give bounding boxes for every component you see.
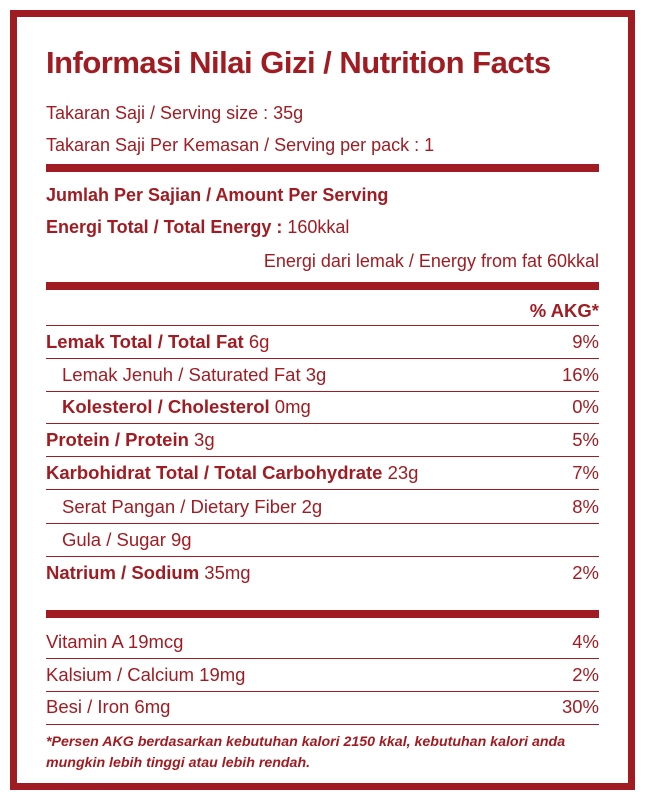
energy-from-fat: Energi dari lemak / Energy from fat 60kk… [263, 251, 599, 271]
total-energy-label: Energi Total / Total Energy : [46, 217, 283, 237]
nutrient-percent: 5% [572, 429, 599, 450]
divider-thin [46, 423, 599, 424]
nutrient-name: Gula / Sugar 9g [62, 529, 192, 550]
divider-thin [46, 691, 599, 692]
divider-thick [46, 282, 599, 290]
nutrient-name: Serat Pangan / Dietary Fiber 2g [62, 496, 323, 517]
nutrient-name: Protein / Protein [46, 429, 189, 450]
divider-thick [46, 164, 599, 172]
nutrient-amount: 35mg [199, 562, 251, 583]
divider-thin [46, 523, 599, 524]
vitamin-percent: 2% [572, 664, 599, 685]
nutrition-facts-panel: Informasi Nilai Gizi / Nutrition Facts T… [10, 10, 635, 790]
nutrient-row-saturated-fat: Lemak Jenuh / Saturated Fat 3g 16% [46, 362, 599, 388]
serving-size: Takaran Saji / Serving size : 35g [46, 103, 304, 123]
vitamin-percent: 4% [572, 631, 599, 652]
nutrient-percent: 2% [572, 562, 599, 583]
nutrient-amount: 0mg [269, 396, 311, 417]
vitamin-percent: 30% [561, 696, 599, 717]
panel-title: Informasi Nilai Gizi / Nutrition Facts [46, 45, 551, 80]
akg-header: % AKG* [529, 300, 599, 321]
total-energy-value: 160kkal [282, 217, 350, 237]
nutrient-name: Natrium / Sodium [46, 562, 200, 583]
vitamin-row-iron: Besi / Iron 6mg 30% [46, 694, 599, 720]
vitamin-name: Besi / Iron 6mg [46, 696, 171, 717]
nutrient-amount: 3g [188, 429, 215, 450]
divider-thin [46, 358, 599, 359]
nutrient-name: Lemak Total / Total Fat [46, 331, 244, 352]
nutrient-amount: 6g [243, 331, 270, 352]
nutrient-row-total-fat: Lemak Total / Total Fat 6g 9% [46, 329, 599, 355]
nutrient-row-sodium: Natrium / Sodium 35mg 2% [46, 560, 599, 586]
servings-per-pack: Takaran Saji Per Kemasan / Serving per p… [46, 135, 435, 155]
vitamin-name: Kalsium / Calcium 19mg [46, 664, 246, 685]
nutrient-name: Karbohidrat Total / Total Carbohydrate [46, 462, 383, 483]
amount-per-serving-header: Jumlah Per Sajian / Amount Per Serving [46, 185, 389, 205]
divider-thick [46, 610, 599, 618]
total-energy: Energi Total / Total Energy : 160kkal [46, 217, 349, 238]
nutrient-name: Kolesterol / Cholesterol [62, 396, 270, 417]
nutrient-percent: 8% [572, 496, 599, 517]
akg-footnote: *Persen AKG berdasarkan kebutuhan kalori… [46, 734, 566, 771]
nutrient-row-protein: Protein / Protein 3g 5% [46, 427, 599, 453]
divider-thin [46, 489, 599, 490]
divider-thin [46, 456, 599, 457]
nutrient-percent: 9% [572, 331, 599, 352]
nutrient-row-dietary-fiber: Serat Pangan / Dietary Fiber 2g 8% [46, 494, 599, 520]
divider-thin [46, 325, 599, 326]
divider-thin [46, 556, 599, 557]
nutrient-row-cholesterol: Kolesterol / Cholesterol 0mg 0% [46, 394, 599, 420]
vitamin-row-a: Vitamin A 19mcg 4% [46, 629, 599, 655]
nutrient-amount: 23g [382, 462, 419, 483]
divider-thin [46, 724, 599, 725]
nutrient-row-carbohydrate: Karbohidrat Total / Total Carbohydrate 2… [46, 460, 599, 486]
akg-header-row: % AKG* [46, 298, 599, 324]
nutrient-percent: 0% [572, 396, 599, 417]
vitamin-name: Vitamin A 19mcg [46, 631, 184, 652]
nutrient-percent: 7% [572, 462, 599, 483]
nutrient-row-sugar: Gula / Sugar 9g [46, 527, 599, 553]
vitamin-row-calcium: Kalsium / Calcium 19mg 2% [46, 662, 599, 688]
nutrient-percent: 16% [561, 364, 599, 385]
nutrient-name: Lemak Jenuh / Saturated Fat 3g [62, 364, 327, 385]
divider-thin [46, 658, 599, 659]
divider-thin [46, 391, 599, 392]
